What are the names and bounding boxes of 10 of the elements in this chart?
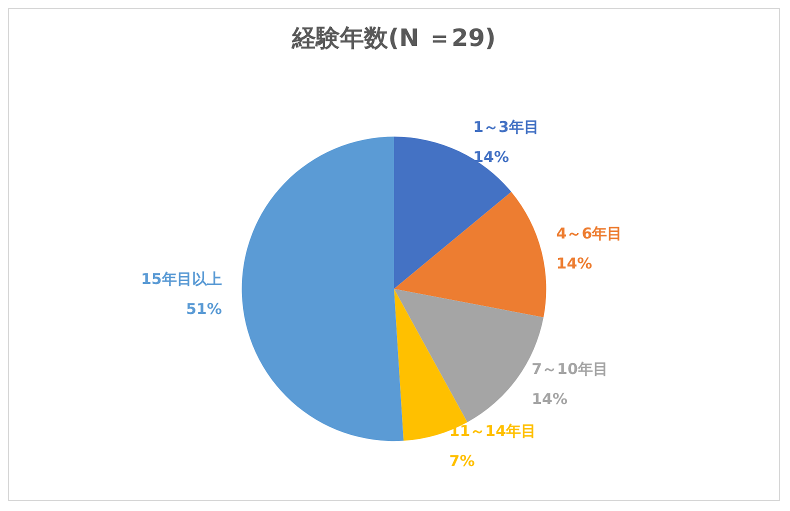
slice-label: 4～6年目 (556, 224, 622, 243)
slice-label: 1～3年目 (473, 118, 539, 136)
slice-label: 15年目以上 (140, 270, 222, 288)
data-label: 14% (532, 390, 568, 408)
data-label: 14% (473, 148, 509, 166)
chart-title: 経験年数(N ＝29) (291, 24, 496, 52)
data-label: 51% (186, 300, 222, 318)
data-label: 7% (449, 452, 475, 470)
data-label: 14% (556, 254, 592, 273)
slice-label: 7～10年目 (532, 360, 608, 378)
